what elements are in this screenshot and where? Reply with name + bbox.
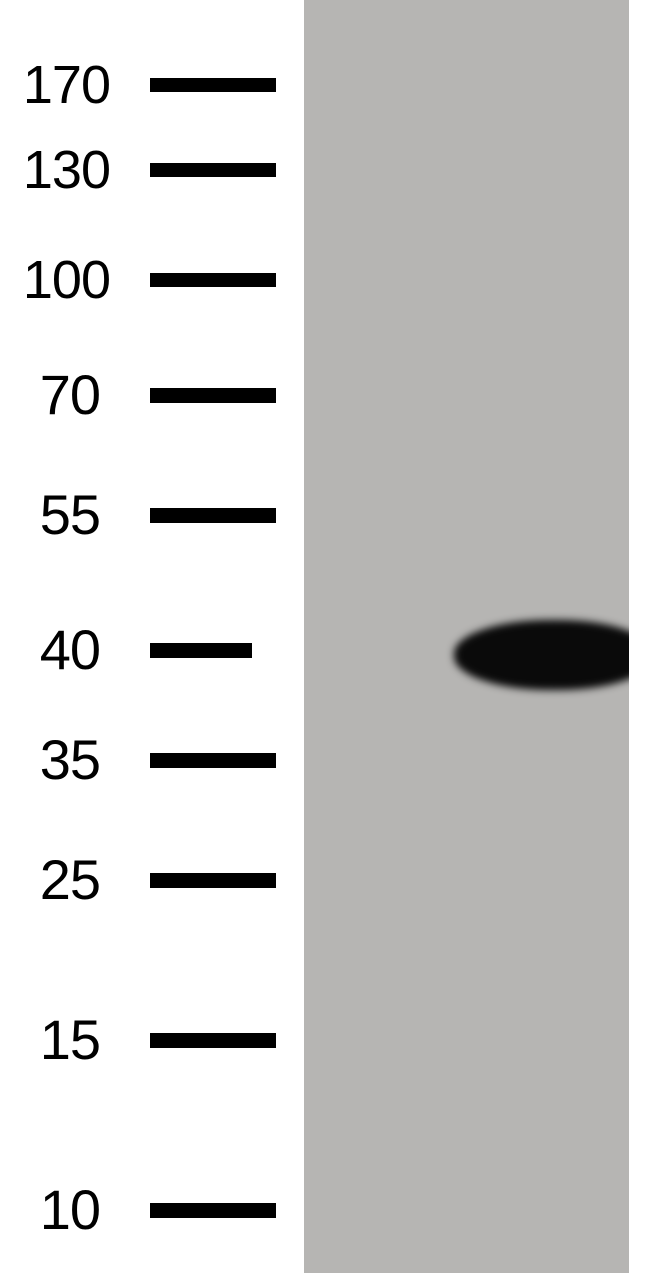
mw-marker-170: 170 bbox=[0, 58, 280, 112]
mw-marker-label: 130 bbox=[0, 143, 110, 197]
mw-marker-tick bbox=[150, 1033, 276, 1048]
mw-marker-15: 15 bbox=[0, 1012, 280, 1068]
mw-marker-100: 100 bbox=[0, 253, 280, 307]
mw-marker-label: 10 bbox=[0, 1182, 100, 1238]
mw-marker-40: 40 bbox=[0, 622, 280, 678]
mw-marker-label: 70 bbox=[0, 367, 100, 423]
mw-marker-tick bbox=[150, 388, 276, 403]
mw-marker-tick bbox=[150, 873, 276, 888]
mw-marker-25: 25 bbox=[0, 852, 280, 908]
mw-marker-tick bbox=[150, 163, 276, 177]
mw-marker-tick bbox=[150, 508, 276, 523]
mw-marker-tick bbox=[150, 1203, 276, 1218]
mw-marker-label: 170 bbox=[0, 58, 110, 112]
mw-marker-35: 35 bbox=[0, 732, 280, 788]
mw-marker-label: 35 bbox=[0, 732, 100, 788]
blot-membrane bbox=[304, 0, 629, 1273]
mw-marker-label: 100 bbox=[0, 253, 110, 307]
mw-marker-tick bbox=[150, 643, 252, 658]
mw-marker-label: 40 bbox=[0, 622, 100, 678]
blot-band-40 bbox=[454, 620, 629, 690]
mw-marker-tick bbox=[150, 78, 276, 92]
mw-marker-label: 15 bbox=[0, 1012, 100, 1068]
western-blot-figure: 170 130 100 70 55 40 35 25 15 10 bbox=[0, 0, 650, 1273]
mw-marker-130: 130 bbox=[0, 143, 280, 197]
mw-marker-tick bbox=[150, 273, 276, 287]
molecular-weight-ladder: 170 130 100 70 55 40 35 25 15 10 bbox=[0, 0, 280, 1273]
mw-marker-tick bbox=[150, 753, 276, 768]
mw-marker-55: 55 bbox=[0, 487, 280, 543]
mw-marker-label: 25 bbox=[0, 852, 100, 908]
mw-marker-10: 10 bbox=[0, 1182, 280, 1238]
mw-marker-70: 70 bbox=[0, 367, 280, 423]
mw-marker-label: 55 bbox=[0, 487, 100, 543]
